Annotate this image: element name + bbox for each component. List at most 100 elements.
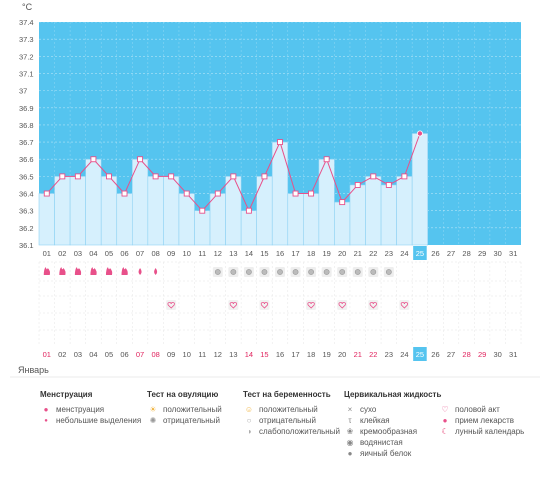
legend-label: небольшие выделения <box>56 416 142 425</box>
temperature-point <box>401 173 408 180</box>
heart-icon <box>229 302 238 309</box>
legend-item: τ клейкая <box>344 415 441 426</box>
temperature-point <box>370 173 377 180</box>
x-tick-label: 28 <box>462 249 470 258</box>
temperature-point <box>261 173 268 180</box>
legend-title: Менструация <box>40 390 93 399</box>
gear-icon <box>323 269 330 275</box>
x-tick-label: 10 <box>183 249 191 258</box>
legend-cervical: Цервикальная жидкость × сухо τ клейкая ❀… <box>344 390 441 459</box>
temperature-point <box>183 190 190 197</box>
menstruation-icon <box>74 267 82 275</box>
temperature-bar <box>194 210 211 246</box>
legend-item: ● небольшие выделения <box>40 415 141 426</box>
temperature-point <box>137 156 144 163</box>
x-tick-label: 04 <box>89 350 97 359</box>
x-tick-label: 01 <box>43 350 51 359</box>
temperature-bar <box>100 176 118 246</box>
gear-icon <box>385 269 392 275</box>
temperature-bar <box>396 176 413 246</box>
heart-icon <box>260 302 269 309</box>
heart-icon: ♡ <box>441 405 449 414</box>
x-tick-label: 20 <box>338 350 346 359</box>
cross-icon: × <box>347 405 353 414</box>
today-marker <box>413 347 427 361</box>
temperature-point <box>59 173 66 180</box>
y-tick-label: 37.3 <box>19 35 34 44</box>
unit-label: °C <box>22 2 33 12</box>
heart-icon <box>167 302 175 309</box>
x-tick-label: 12 <box>214 249 222 258</box>
x-tick-label: 07 <box>136 350 144 359</box>
drop-icon <box>43 267 51 275</box>
x-tick-label: 08 <box>151 350 159 359</box>
temperature-bar <box>334 201 351 246</box>
x-tick-label: 13 <box>229 249 237 258</box>
gear-icon <box>370 269 377 275</box>
legend-label: половой акт <box>455 405 500 414</box>
temperature-point <box>214 190 221 197</box>
x-tick-label: 31 <box>509 350 517 359</box>
legend-item: ☺ положительный <box>243 404 340 415</box>
temperature-point <box>308 190 315 197</box>
temperature-bar <box>209 193 226 246</box>
temperature-point <box>292 190 299 197</box>
temperature-point <box>277 139 283 146</box>
y-tick-label: 36.8 <box>19 121 34 130</box>
x-tick-label: 04 <box>89 249 97 258</box>
temperature-point <box>245 207 252 214</box>
x-tick-label: 18 <box>307 350 315 359</box>
temperature-bar <box>256 176 273 246</box>
t-icon: τ <box>348 416 352 425</box>
y-tick-label: 36.9 <box>19 104 34 113</box>
legend-item: ◉ водянистая <box>344 437 441 448</box>
menstruation-icon <box>154 268 158 275</box>
temperature-point <box>339 199 346 206</box>
temperature-bar <box>116 193 133 246</box>
small-drop-icon <box>138 268 142 275</box>
heart-icon <box>307 302 315 309</box>
y-tick-label: 37.1 <box>19 69 34 78</box>
x-tick-label: 07 <box>136 249 144 258</box>
gear-icon <box>277 269 283 275</box>
gear-icon <box>214 269 221 275</box>
y-tick-label: 36.7 <box>19 138 34 147</box>
temperature-bar <box>54 176 71 246</box>
sun-icon: ☀ <box>149 405 157 414</box>
x-tick-label: 19 <box>322 350 330 359</box>
temperature-point <box>152 173 159 180</box>
x-tick-label: 23 <box>385 249 393 258</box>
legend-menstruation: Менструация ● менструация ● небольшие вы… <box>40 390 141 426</box>
legend-item: ◑ слабоположительный <box>243 426 340 437</box>
x-tick-label: 10 <box>183 350 191 359</box>
temperature-bar <box>349 184 366 246</box>
x-tick-label: 29 <box>478 350 486 359</box>
x-tick-label: 09 <box>167 350 175 359</box>
y-tick-label: 37 <box>19 87 27 96</box>
legend-label: положительный <box>259 405 318 414</box>
x-tick-label: 20 <box>338 249 346 258</box>
x-tick-label: 14 <box>245 350 253 359</box>
drop-icon <box>121 267 128 275</box>
y-tick-label: 37.2 <box>19 52 34 61</box>
gear-icon <box>354 269 361 275</box>
gear-icon <box>308 269 314 275</box>
legend-title: Цервикальная жидкость <box>344 390 442 399</box>
x-tick-label: 25 <box>416 249 424 258</box>
x-tick-label: 11 <box>198 249 206 258</box>
pill-icon: ● <box>442 416 448 425</box>
x-tick-label: 21 <box>354 249 362 258</box>
x-tick-label: 24 <box>400 249 408 258</box>
x-tick-label: 02 <box>58 350 66 359</box>
temperature-bar <box>69 176 86 246</box>
menstruation-icon <box>138 268 142 275</box>
temperature-point <box>230 173 237 180</box>
legend-item: ● яичный белок <box>344 448 441 459</box>
x-tick-label: 26 <box>431 249 439 258</box>
x-tick-label: 24 <box>400 350 408 359</box>
x-tick-label: 12 <box>214 350 222 359</box>
temperature-bar <box>240 210 257 246</box>
x-tick-label: 05 <box>105 249 113 258</box>
x-tick-label: 14 <box>245 249 253 258</box>
bbt-chart: °C 37.4 37.3 37.2 37.1 37 36.9 36.8 36.7 36.6 36.5… <box>10 2 540 378</box>
